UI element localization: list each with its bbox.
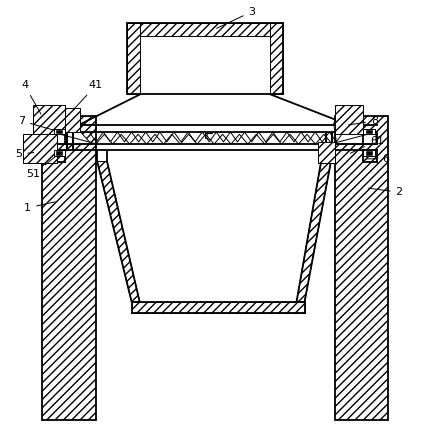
Text: 5: 5 xyxy=(15,149,34,160)
Polygon shape xyxy=(33,105,65,134)
Polygon shape xyxy=(56,151,62,155)
Polygon shape xyxy=(127,23,140,94)
Text: 8: 8 xyxy=(348,116,378,126)
Polygon shape xyxy=(334,117,388,420)
Polygon shape xyxy=(107,161,321,302)
Polygon shape xyxy=(54,129,65,134)
Polygon shape xyxy=(297,161,331,302)
Polygon shape xyxy=(97,161,140,302)
Polygon shape xyxy=(270,23,283,94)
Polygon shape xyxy=(366,130,372,133)
Polygon shape xyxy=(127,23,283,36)
Polygon shape xyxy=(334,123,376,144)
Polygon shape xyxy=(65,108,80,132)
Polygon shape xyxy=(366,151,372,155)
Text: 2: 2 xyxy=(368,187,403,197)
Polygon shape xyxy=(363,129,375,134)
Text: 51: 51 xyxy=(26,156,56,179)
Polygon shape xyxy=(318,142,335,163)
Text: 1: 1 xyxy=(24,202,55,213)
Polygon shape xyxy=(42,117,96,420)
Text: 6: 6 xyxy=(366,154,389,164)
Polygon shape xyxy=(23,134,57,163)
Polygon shape xyxy=(132,302,305,313)
Polygon shape xyxy=(52,123,91,144)
Text: 61: 61 xyxy=(351,136,384,153)
Text: C: C xyxy=(205,133,211,142)
Polygon shape xyxy=(54,150,65,156)
Text: 7: 7 xyxy=(18,116,53,130)
Text: 4: 4 xyxy=(21,80,41,114)
Text: 41: 41 xyxy=(73,80,103,110)
Polygon shape xyxy=(56,130,62,133)
Text: 3: 3 xyxy=(217,7,256,28)
Polygon shape xyxy=(334,105,363,134)
Polygon shape xyxy=(363,150,375,156)
